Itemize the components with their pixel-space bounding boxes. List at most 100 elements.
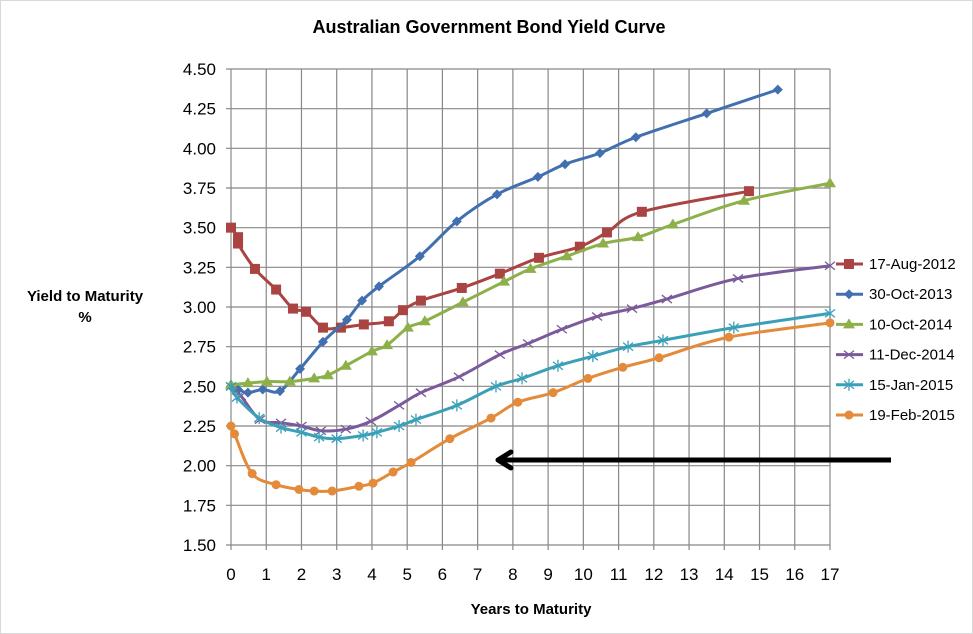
data-point [368, 478, 378, 488]
data-point [283, 375, 296, 386]
series-line [230, 181, 831, 387]
data-point [393, 400, 405, 410]
data-point [548, 388, 558, 398]
data-point [327, 486, 337, 496]
data-point [618, 362, 628, 372]
data-point [339, 359, 352, 370]
data-point [451, 216, 462, 227]
data-point [654, 353, 664, 363]
grid [226, 68, 831, 550]
data-point [556, 324, 568, 334]
legend-marker [843, 318, 855, 329]
data-point [313, 431, 325, 444]
data-point [296, 426, 307, 439]
data-point [522, 338, 534, 349]
data-point [401, 321, 414, 332]
data-point [552, 359, 564, 372]
data-point [622, 340, 634, 353]
data-point [371, 426, 383, 439]
data-point [274, 386, 285, 397]
data-point [317, 322, 328, 333]
legend-item: 19-Feb-2015 [836, 407, 955, 424]
data-point [233, 232, 244, 243]
data-point [414, 251, 425, 262]
y-tick-label: 2.00 [183, 457, 216, 476]
data-point [524, 262, 537, 273]
data-point [453, 372, 465, 382]
legend-label: 19-Feb-2015 [869, 407, 955, 424]
legend-item: 10-Oct-2014 [836, 316, 952, 333]
x-tick-label: 4 [367, 565, 376, 584]
y-tick-label: 1.50 [183, 536, 216, 555]
data-point [560, 250, 573, 261]
data-point [666, 218, 679, 229]
data-point [271, 480, 281, 490]
data-point [661, 294, 673, 304]
data-point [241, 377, 254, 388]
data-point [456, 296, 469, 307]
y-tick-label: 2.75 [183, 338, 216, 357]
data-point [498, 275, 511, 286]
data-point [738, 194, 751, 205]
data-point [340, 424, 352, 434]
x-tick-label: 0 [226, 565, 235, 584]
data-point [591, 312, 603, 322]
data-point [597, 237, 610, 248]
data-point [490, 380, 502, 393]
x-tick-label: 7 [473, 565, 482, 584]
x-tick-label: 13 [680, 565, 699, 584]
data-point [824, 177, 836, 188]
y-axis-label-line1: Yield to Maturity [27, 288, 144, 305]
data-point [358, 319, 369, 330]
data-point [486, 413, 496, 423]
data-point [294, 484, 304, 494]
x-tick-label: 8 [508, 565, 517, 584]
data-point [381, 339, 394, 350]
y-axis-label-line2: % [78, 309, 91, 326]
data-point [288, 303, 299, 314]
data-point [233, 238, 244, 249]
x-tick-labels: 0 1 2 3 4 5 6 7 8 9 10 11 12 13 14 15 16 17 [226, 565, 839, 584]
data-point [657, 334, 669, 347]
data-point [630, 132, 641, 143]
data-point [301, 306, 312, 317]
y-tick-label: 2.50 [183, 377, 216, 396]
legend-label: 15-Jan-2015 [869, 377, 953, 394]
data-point [631, 231, 644, 242]
data-point [560, 159, 571, 170]
x-tick-label: 12 [644, 565, 663, 584]
data-point [260, 375, 273, 386]
x-tick-label: 16 [785, 565, 804, 584]
legend-item: 30-Oct-2013 [836, 286, 952, 303]
data-point [321, 369, 334, 380]
data-point [357, 295, 368, 306]
data-point [275, 421, 287, 434]
data-point [601, 227, 612, 238]
data-point [732, 273, 744, 283]
legend-label: 11-Dec-2014 [869, 347, 955, 364]
y-tick-label: 3.75 [183, 179, 216, 198]
data-point [357, 429, 369, 442]
data-point [271, 284, 282, 295]
data-point [365, 416, 377, 426]
data-point [365, 345, 378, 356]
legend-item: 15-Jan-2015 [836, 377, 953, 394]
data-point [226, 222, 236, 233]
series-10-Oct-2014 [225, 177, 836, 389]
data-point [743, 186, 754, 197]
data-point [574, 241, 585, 252]
data-point [331, 432, 343, 445]
data-point [317, 336, 328, 347]
data-point [415, 295, 426, 306]
data-point [494, 268, 505, 279]
y-tick-label: 4.50 [183, 60, 216, 79]
data-point [724, 332, 734, 342]
data-point [308, 372, 321, 383]
x-tick-label: 11 [610, 565, 628, 584]
legend-label: 30-Oct-2013 [869, 286, 952, 303]
data-point [296, 421, 307, 431]
data-point [249, 263, 260, 274]
legend-marker [843, 378, 855, 391]
